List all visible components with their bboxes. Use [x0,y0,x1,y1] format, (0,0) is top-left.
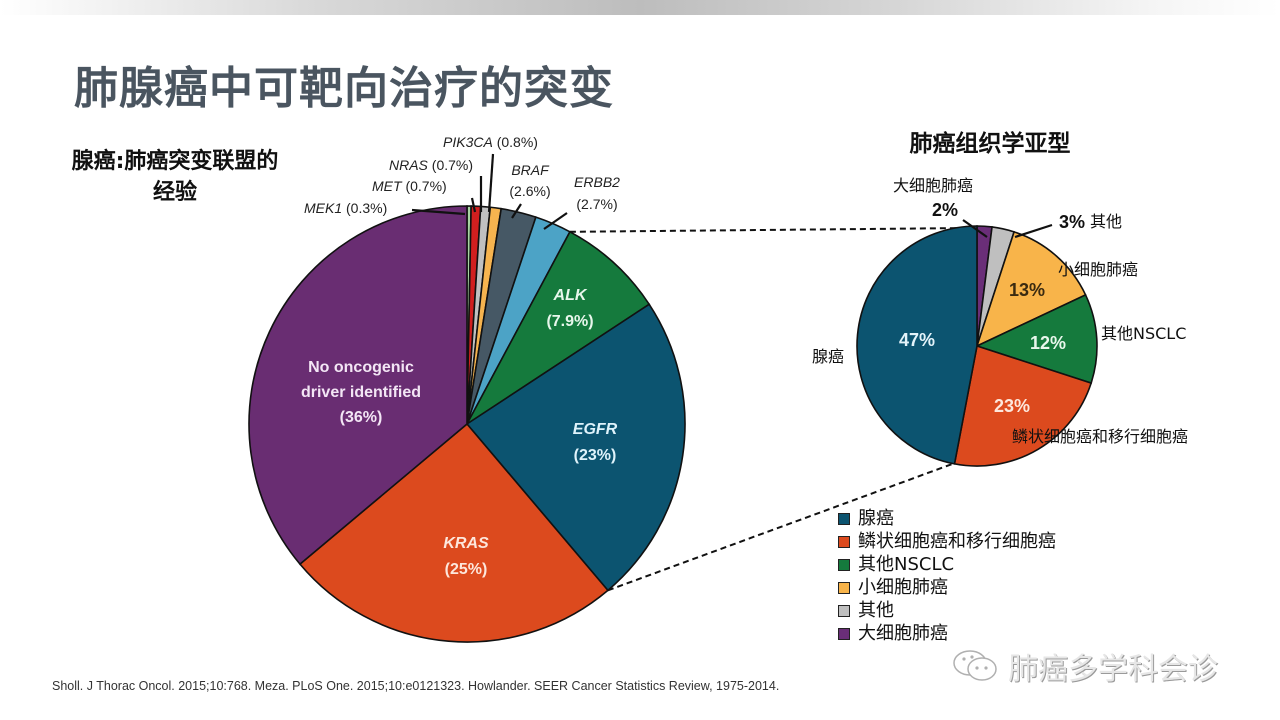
leader-line-mek1 [411,208,466,216]
gene-name: NRAS [389,157,429,173]
legend-label: 鳞状细胞癌和移行细胞癌 [858,531,1056,552]
mutation-pie-labels: MEK1 (0.3%)MET (0.7%)NRAS (0.7%)PIK3CA (… [301,134,620,578]
page-title: 肺腺癌中可靶向治疗的突变 [74,63,614,114]
legend-item: 小细胞肺癌 [838,576,1056,599]
gene-percent: (0.3%) [342,200,387,216]
legend-item: 腺癌 [838,507,1056,530]
legend-swatch [838,604,850,617]
mutation-label-erbb2: ERBB2 (2.7%) [574,174,620,212]
watermark-text: 肺癌多学科会诊 [1008,652,1218,687]
histology-percent-other: 3% [1059,212,1085,232]
slice-percent: (25%) [445,561,488,578]
legend-item: 其他NSCLC [838,553,1056,576]
leader-line-met [470,197,477,213]
legend-label: 腺癌 [858,508,894,529]
legend-item: 大细胞肺癌 [838,622,1056,645]
legend-label: 其他NSCLC [858,554,955,575]
slice-percent: (36%) [340,409,383,426]
mutation-label-pik3ca: PIK3CA (0.8%) [443,134,538,150]
histology-slice- [856,225,978,465]
gene-name: PIK3CA [443,134,493,150]
slice-name: KRAS [443,535,489,552]
top-gradient-bar [0,0,1280,15]
gene-percent: (0.7%) [402,178,447,194]
mutation-slice-kras [298,422,610,643]
slice-percent: (23%) [574,447,617,464]
connector-line-bottom [607,462,956,592]
histology-legend: 腺癌 鳞状细胞癌和移行细胞癌 其他NSCLC 小细胞肺癌 其他 大细胞肺癌 [838,507,1056,645]
legend-swatch [838,535,850,548]
mutation-label-mek1: MEK1 (0.3%) [304,200,387,216]
gene-percent: (2.6%) [509,183,550,199]
legend-swatch [838,558,850,571]
mutation-inside-label-alk: ALK (7.9%) [546,287,593,330]
mutation-slice-no-oncogenic-driver-identified [248,205,468,566]
mutation-slice-egfr [465,303,686,592]
left-chart-title-line1: 腺癌:肺癌突变联盟的 [71,149,279,174]
legend-item: 其他 [838,599,1056,622]
leader-line-large-cell [962,219,988,238]
leader-line-braf [511,203,522,219]
histology-slice- [953,344,1093,467]
histology-percent-squamous: 23% [994,396,1030,416]
leader-line-other [1014,223,1053,239]
watermark: 肺癌多学科会诊 [952,644,1218,688]
legend-swatch [838,627,850,640]
mutation-label-braf: BRAF (2.6%) [509,162,550,199]
histology-label-squamous: 鳞状细胞癌和移行细胞癌 [1012,427,1188,446]
slice-name: ALK [553,287,588,304]
slice-name-line1: No oncogenic [308,359,414,376]
histology-percent-other-nsclc: 12% [1030,333,1066,353]
left-chart-title: 腺癌:肺癌突变联盟的 经验 [30,146,320,208]
histology-pie [856,225,1098,467]
histology-label-small-cell: 小细胞肺癌 [1058,260,1138,279]
histology-label-other-nsclc: 其他NSCLC [1101,324,1186,343]
left-chart-title-line2: 经验 [152,180,197,205]
histology-label-adeno: 腺癌 [812,347,844,366]
histology-slice- [975,230,1087,348]
gene-name: MET [372,178,403,194]
mutation-label-nras: NRAS (0.7%) [389,157,473,173]
leader-line-pik3ca [487,153,495,213]
legend-item: 鳞状细胞癌和移行细胞癌 [838,530,1056,553]
histology-percent-small-cell: 13% [1009,280,1045,300]
gene-name: ERBB2 [574,174,620,190]
legend-label: 大细胞肺癌 [858,623,948,644]
gene-percent: (0.8%) [493,134,538,150]
slice-name: EGFR [573,421,618,438]
legend-label: 其他 [858,600,894,621]
mutation-label-met: MET (0.7%) [372,178,447,194]
histology-pie-labels: 大细胞肺癌 2% 3% 其他 13% 小细胞肺癌 12% 其他NSCLC 23% 鳞状细胞癌和移行… [812,176,1188,446]
histology-label-other: 其他 [1090,212,1122,231]
histology-slice-nsclc [974,293,1098,385]
citation: Sholl. J Thorac Oncol. 2015;10:768. Meza… [52,679,780,693]
gene-percent: (0.7%) [428,157,473,173]
histology-percent-adeno: 47% [899,330,935,350]
slice-percent: (7.9%) [546,313,593,330]
mutation-inside-label-egfr: EGFR (23%) [573,421,618,464]
gene-name: BRAF [511,162,550,178]
legend-label: 小细胞肺癌 [858,577,948,598]
histology-label-large-cell: 大细胞肺癌 [893,176,973,195]
right-chart-title: 肺癌组织学亚型 [909,131,1071,157]
mutation-inside-label-kras: KRAS (25%) [443,535,489,578]
wechat-icon [953,650,997,681]
connector-lines [569,227,973,592]
leader-line-erbb2 [543,212,568,230]
connector-line-top [569,227,973,233]
legend-swatch [838,581,850,594]
gene-name: MEK1 [304,200,342,216]
gene-percent: (2.7%) [576,196,617,212]
histology-percent-large-cell: 2% [932,200,958,220]
slice-name-line2: driver identified [301,384,421,401]
mutation-slice-alk [466,230,651,425]
legend-swatch [838,512,850,525]
